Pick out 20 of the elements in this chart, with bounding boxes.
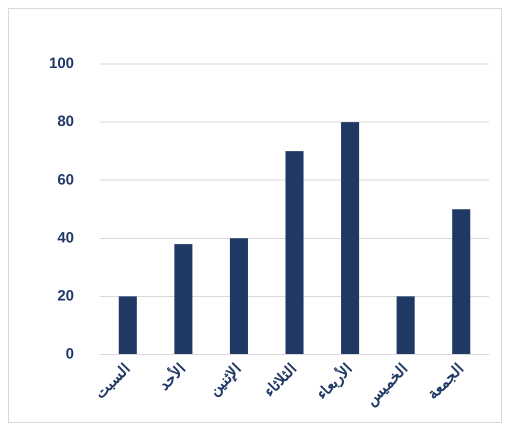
x-tick-label: الجمعة [424, 360, 467, 404]
bar [230, 238, 248, 354]
x-tick-label: الثلاثاء [260, 360, 300, 400]
y-tick-label: 20 [57, 288, 74, 305]
bar [452, 209, 470, 354]
bar [174, 244, 192, 354]
bar [396, 296, 415, 354]
x-tick-label: السبت [92, 360, 134, 402]
x-tick-label: الأربعاء [312, 359, 356, 404]
y-tick-label: 0 [66, 346, 74, 363]
y-tick-label: 60 [57, 171, 74, 188]
bar [341, 122, 360, 354]
bar [285, 151, 304, 354]
y-tick-label: 80 [57, 113, 74, 130]
y-tick-label: 40 [57, 229, 74, 246]
x-tick-label: الإثنين [206, 360, 245, 400]
x-tick-label: الأحد [154, 359, 190, 394]
y-tick-label: 100 [48, 55, 74, 72]
x-tick-label: الخميس [362, 360, 412, 410]
bar [118, 296, 137, 354]
